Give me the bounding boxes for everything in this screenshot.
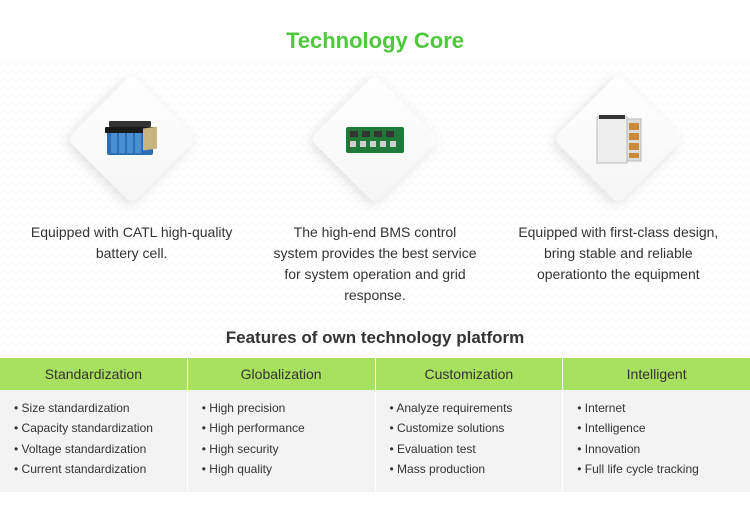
feature-items: • Internet• Intelligence• Innovation• Fu…: [563, 390, 750, 492]
core-diamond: [67, 74, 197, 204]
core-desc: The high-end BMS control system provides…: [265, 222, 485, 306]
feature-header: Intelligent: [563, 358, 750, 390]
feature-header: Standardization: [0, 358, 187, 390]
feature-items: • High precision• High performance• High…: [188, 390, 375, 492]
features-table: Standardization • Size standardization• …: [0, 358, 750, 492]
core-diamond: [310, 74, 440, 204]
feature-item: • Internet• Intelligence• Innovation• Fu…: [577, 398, 740, 480]
feature-items: • Size standardization• Capacity standar…: [0, 390, 187, 492]
cores-row: Equipped with CATL high-quality battery …: [0, 54, 750, 306]
core-item: The high-end BMS control system provides…: [265, 74, 485, 306]
core-desc: Equipped with first-class design, bring …: [508, 222, 728, 285]
feature-item: • Analyze requirements• Customize soluti…: [390, 398, 553, 480]
core-item: Equipped with CATL high-quality battery …: [22, 74, 242, 306]
feature-header: Customization: [376, 358, 563, 390]
feature-items: • Analyze requirements• Customize soluti…: [376, 390, 563, 492]
core-desc: Equipped with CATL high-quality battery …: [22, 222, 242, 264]
page-title: Technology Core: [0, 0, 750, 54]
feature-header: Globalization: [188, 358, 375, 390]
feature-item: • Size standardization• Capacity standar…: [14, 398, 177, 480]
core-item: Equipped with first-class design, bring …: [508, 74, 728, 306]
core-diamond: [553, 74, 683, 204]
feature-column: Intelligent • Internet• Intelligence• In…: [562, 358, 750, 492]
features-title: Features of own technology platform: [0, 328, 750, 348]
cabinet-icon: [583, 109, 653, 169]
feature-column: Standardization • Size standardization• …: [0, 358, 187, 492]
battery-cell-icon: [97, 109, 167, 169]
bms-board-icon: [340, 109, 410, 169]
feature-column: Customization • Analyze requirements• Cu…: [375, 358, 563, 492]
feature-item: • High precision• High performance• High…: [202, 398, 365, 480]
feature-column: Globalization • High precision• High per…: [187, 358, 375, 492]
